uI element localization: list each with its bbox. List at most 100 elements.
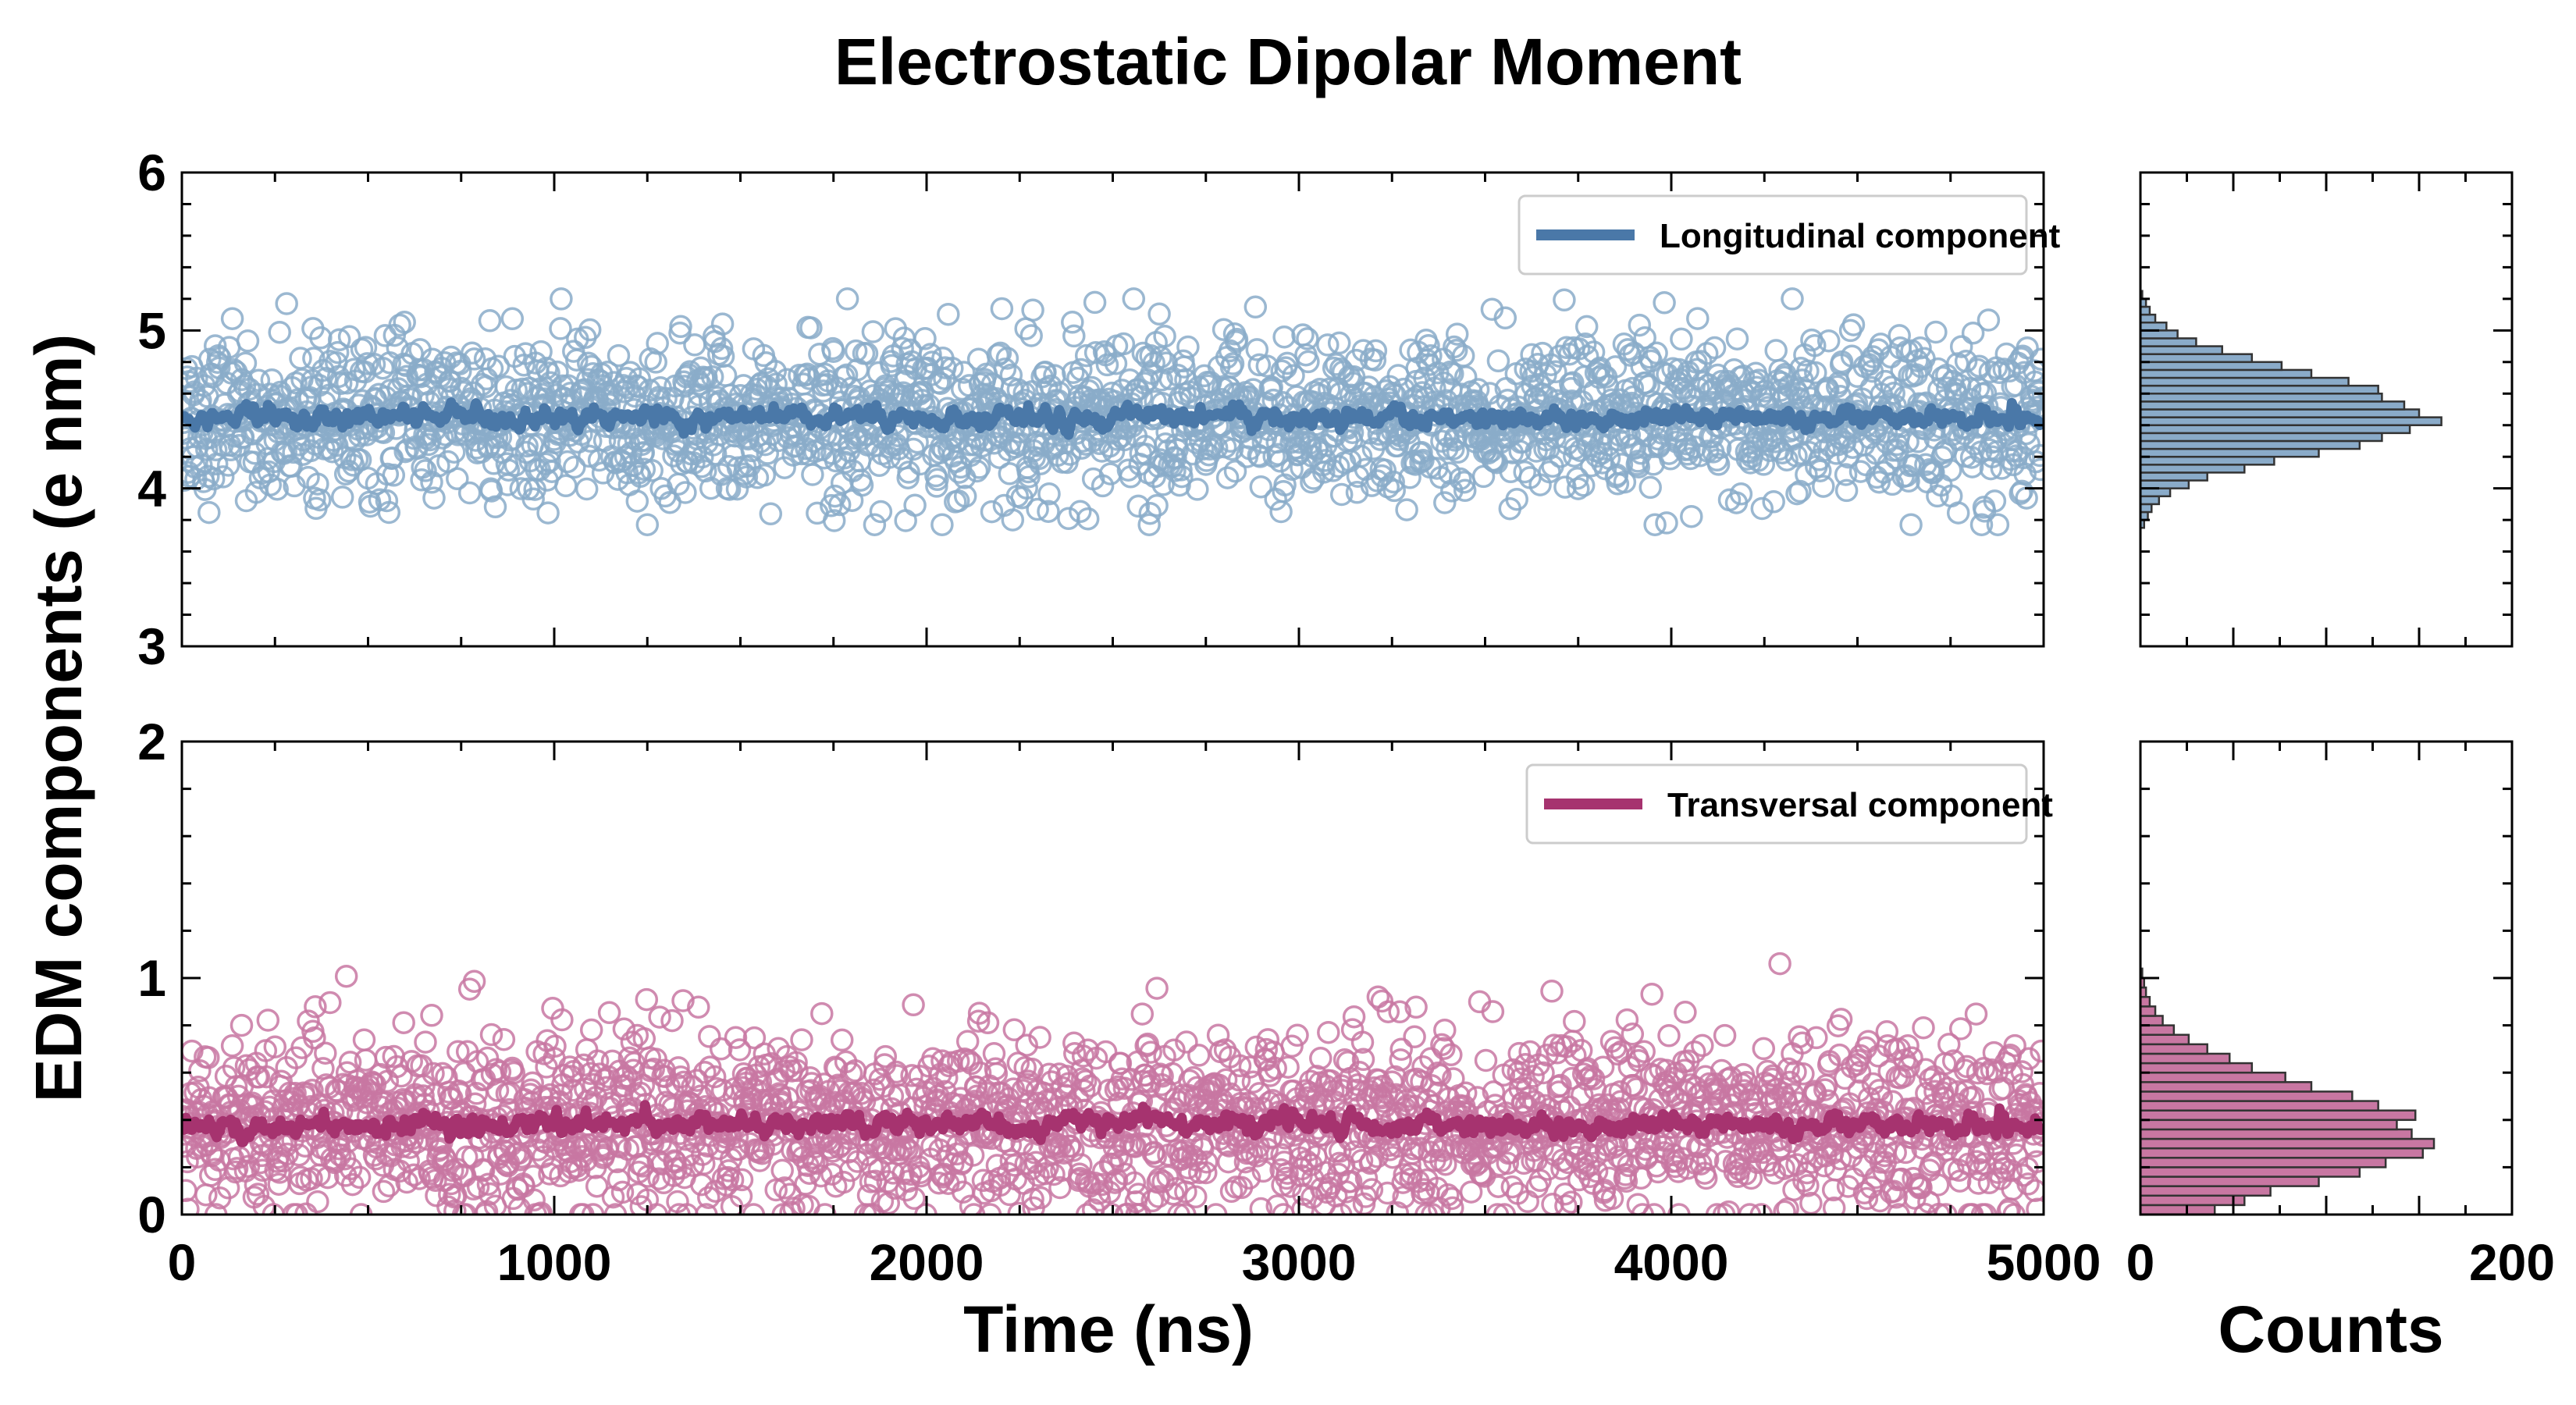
data-point xyxy=(1896,430,1920,454)
data-point xyxy=(1453,365,1478,389)
data-point xyxy=(1076,1038,1100,1062)
data-point xyxy=(1627,455,1651,478)
data-point xyxy=(827,493,852,517)
data-point xyxy=(211,465,235,489)
data-point xyxy=(1221,352,1245,375)
data-point xyxy=(1834,478,1859,503)
data-point xyxy=(1939,458,1962,482)
hist-bar xyxy=(2139,424,2411,435)
hist-bar xyxy=(2139,495,2161,506)
data-point xyxy=(822,509,846,532)
data-point xyxy=(808,342,831,366)
hist-bar xyxy=(2139,313,2157,324)
data-point xyxy=(1829,1008,1853,1031)
data-point xyxy=(1725,327,1749,350)
data-point xyxy=(1653,291,1676,315)
data-point xyxy=(1621,376,1645,400)
data-point xyxy=(462,969,486,993)
data-point xyxy=(693,1061,717,1084)
data-point xyxy=(330,486,354,509)
data-point xyxy=(1104,351,1128,375)
data-point xyxy=(321,439,344,464)
data-point xyxy=(763,359,787,383)
data-point xyxy=(1643,513,1667,536)
data-point xyxy=(1184,1185,1208,1209)
data-point xyxy=(201,467,226,491)
hist-bar xyxy=(2139,503,2153,514)
data-point xyxy=(1179,1161,1202,1185)
data-point xyxy=(347,1165,372,1190)
data-point xyxy=(1015,1033,1038,1057)
legend-label: Transversal component xyxy=(1667,786,2053,824)
data-point xyxy=(635,987,659,1012)
data-point xyxy=(830,1028,854,1052)
data-point xyxy=(1138,501,1162,525)
data-point xyxy=(1176,335,1200,359)
data-point xyxy=(966,1009,991,1033)
data-point xyxy=(645,1203,668,1215)
data-point xyxy=(644,350,667,374)
data-point xyxy=(632,457,656,481)
bottom-histogram: 0 200 xyxy=(2126,740,2555,1291)
hist-bar xyxy=(2139,1147,2425,1159)
data-point xyxy=(2027,381,2044,404)
data-point xyxy=(303,1026,326,1050)
data-point xyxy=(1153,324,1176,348)
data-point xyxy=(1187,1044,1211,1067)
data-point xyxy=(1083,290,1107,315)
data-point xyxy=(1873,369,1898,393)
hist-bar xyxy=(2139,368,2313,379)
data-point xyxy=(692,1152,716,1176)
data-point xyxy=(577,444,601,468)
data-point xyxy=(1752,453,1776,476)
data-point xyxy=(377,500,401,525)
hist-bar xyxy=(2139,376,2350,387)
data-point xyxy=(220,307,244,330)
data-point xyxy=(903,493,927,518)
data-point xyxy=(648,1005,671,1029)
data-point xyxy=(831,365,856,389)
data-point xyxy=(578,429,603,454)
data-point xyxy=(301,1079,324,1102)
data-point xyxy=(308,488,332,512)
data-point xyxy=(1468,990,1492,1014)
data-point xyxy=(770,1158,794,1183)
data-point xyxy=(571,1203,595,1215)
data-point xyxy=(1433,491,1457,514)
hist-bar xyxy=(2139,345,2223,355)
hist-x-tick-label: 0 xyxy=(2126,1233,2155,1291)
data-point xyxy=(1983,489,2007,513)
data-point xyxy=(1574,315,1599,339)
data-point xyxy=(1909,336,1932,360)
data-point xyxy=(246,1183,270,1206)
data-point xyxy=(1075,1203,1099,1215)
data-point xyxy=(785,1051,808,1074)
hist-bar xyxy=(2139,432,2383,443)
data-point xyxy=(2024,450,2044,474)
data-point xyxy=(1091,474,1115,498)
data-point xyxy=(521,487,545,511)
data-point xyxy=(873,1044,898,1069)
data-point xyxy=(556,450,579,474)
data-point xyxy=(1382,470,1405,494)
data-point xyxy=(813,1203,837,1215)
data-point xyxy=(902,1186,926,1211)
data-point xyxy=(1804,361,1827,385)
data-point xyxy=(1312,461,1336,484)
hist-bar xyxy=(2139,1128,2413,1140)
data-point xyxy=(1729,482,1753,506)
data-point xyxy=(581,1203,605,1215)
hist-bar xyxy=(2139,337,2197,347)
data-point xyxy=(391,368,415,392)
data-point xyxy=(265,477,289,501)
data-point xyxy=(1090,1172,1114,1197)
data-point xyxy=(899,1162,923,1186)
y-tick-label: 0 xyxy=(137,1186,166,1243)
data-point xyxy=(388,313,411,337)
data-point xyxy=(1785,482,1809,506)
data-point xyxy=(956,1049,980,1072)
data-point xyxy=(231,425,255,449)
data-point xyxy=(1834,463,1858,486)
y-tick-label: 4 xyxy=(137,460,166,518)
series-line xyxy=(182,397,2044,440)
